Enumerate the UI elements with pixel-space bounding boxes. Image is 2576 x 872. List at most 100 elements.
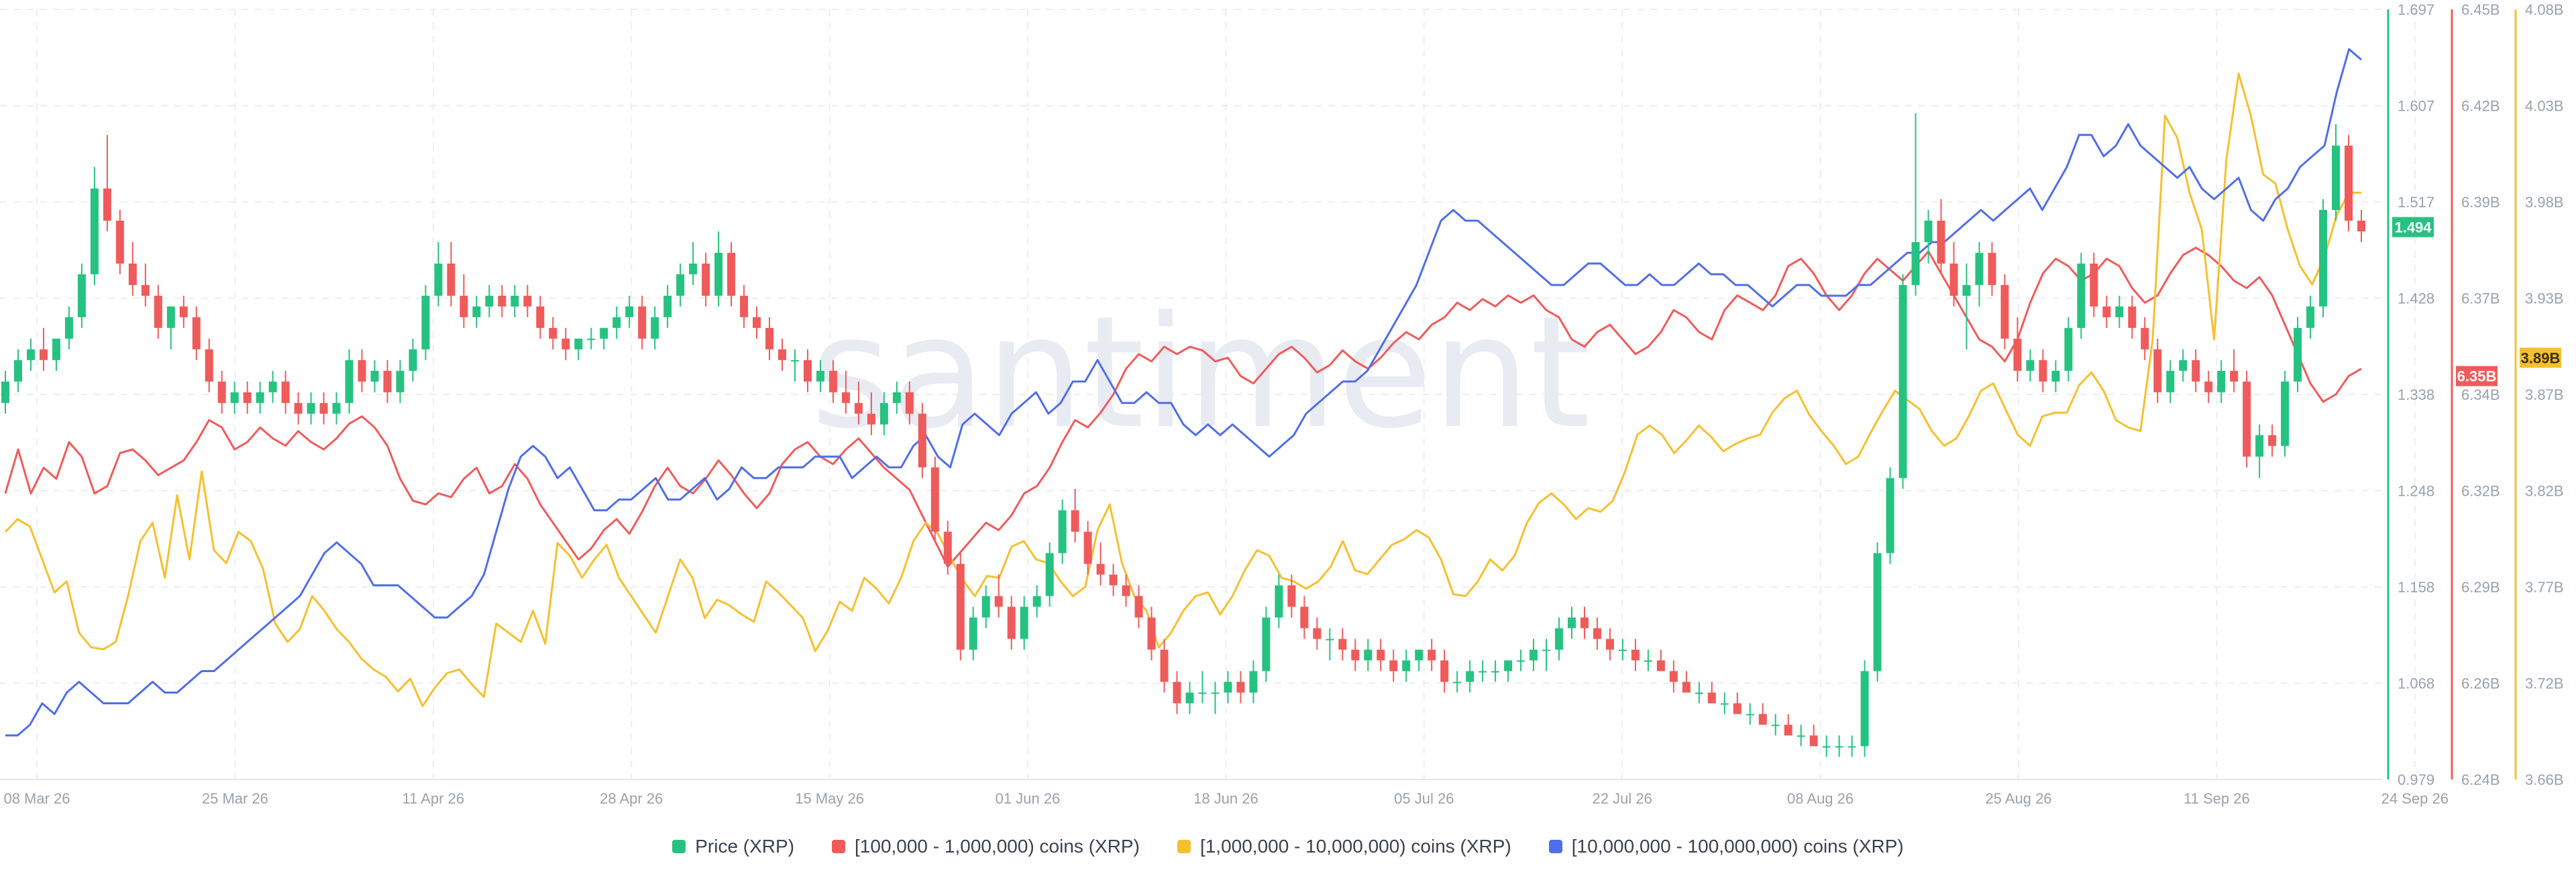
candle-body <box>1720 703 1729 705</box>
x-tick-label: 11 Sep 26 <box>2184 790 2250 807</box>
candle <box>1338 628 1347 661</box>
candle <box>13 349 22 392</box>
candle-body <box>358 360 366 382</box>
legend-item[interactable]: [100,000 - 1,000,000) coins (XRP) <box>832 836 1140 857</box>
candle <box>1618 639 1627 661</box>
x-tick-label: 11 Apr 26 <box>402 790 465 807</box>
candle-body <box>26 349 35 360</box>
candle-body <box>892 392 901 403</box>
candle <box>981 585 990 629</box>
legend-label: [1,000,000 - 10,000,000) coins (XRP) <box>1199 836 1511 857</box>
candle-body <box>638 306 647 339</box>
y-tick-label: 3.66B <box>2525 771 2564 788</box>
candle <box>816 360 824 392</box>
y-tick-label: 1.158 <box>2398 579 2434 596</box>
candle <box>1517 649 1525 671</box>
candle <box>1134 585 1143 629</box>
candle-body <box>2166 370 2175 392</box>
legend-swatch <box>1177 840 1191 853</box>
candle-body <box>841 392 850 403</box>
legend-swatch <box>1548 840 1562 853</box>
candle-body <box>1796 735 1805 737</box>
candle-body <box>205 349 213 382</box>
candle-body <box>13 360 22 382</box>
candle-body <box>1160 649 1169 682</box>
x-tick-label: 05 Jul 26 <box>1394 790 1454 807</box>
candle <box>1 370 9 414</box>
candle <box>511 284 519 317</box>
candle <box>2204 370 2213 403</box>
candle-body <box>1338 639 1347 650</box>
candle-body <box>1300 606 1309 629</box>
candle <box>714 231 723 307</box>
legend-label: [100,000 - 1,000,000) coins (XRP) <box>855 836 1140 857</box>
candle <box>1020 596 1028 650</box>
candle <box>1962 263 1971 349</box>
candle <box>1122 574 1130 607</box>
candle-body <box>1949 263 1958 296</box>
legend-item[interactable]: Price (XRP) <box>672 836 794 857</box>
candle-body <box>1466 671 1474 682</box>
legend-label: Price (XRP) <box>695 836 795 857</box>
candle <box>1542 639 1551 671</box>
candle-body <box>1071 510 1079 532</box>
legend-swatch <box>672 840 686 853</box>
candle <box>1784 714 1792 736</box>
y-tick-label: 1.338 <box>2398 386 2434 403</box>
candle <box>1504 660 1513 682</box>
candle <box>1491 660 1500 682</box>
candle-body <box>1326 639 1334 641</box>
candle-body <box>625 306 634 317</box>
candle <box>930 456 939 543</box>
candle <box>1580 606 1589 639</box>
candle <box>1236 671 1245 704</box>
candle <box>1045 542 1054 607</box>
candle <box>2230 349 2239 392</box>
candle-body <box>1198 692 1207 694</box>
x-tick-label: 28 Apr 26 <box>600 790 663 807</box>
candle <box>790 349 799 382</box>
candle-body <box>1644 660 1652 662</box>
candle-body <box>1746 714 1754 716</box>
candle-body <box>1377 649 1385 661</box>
candle-body <box>1147 617 1156 650</box>
candle-body <box>2319 209 2328 307</box>
candle-body <box>1873 553 1882 671</box>
candle-body <box>1313 628 1322 639</box>
candle-body <box>740 295 749 317</box>
candle-body <box>2345 146 2353 221</box>
y-tick-label: 1.607 <box>2398 98 2434 115</box>
candle-body <box>2179 360 2188 371</box>
y-tick-label: 6.24B <box>2461 771 2500 788</box>
candle <box>1185 682 1194 714</box>
candle <box>1211 682 1220 714</box>
legend-item[interactable]: [10,000,000 - 100,000,000) coins (XRP) <box>1548 836 1904 857</box>
candle <box>1605 628 1614 661</box>
candle <box>523 284 532 317</box>
candle-body <box>383 370 392 392</box>
candle <box>1440 649 1449 693</box>
y-tick-label: 6.32B <box>2461 483 2500 500</box>
candle <box>1479 660 1487 682</box>
current-value-badge <box>2520 347 2561 368</box>
candle <box>2294 317 2302 392</box>
candle <box>1453 671 1462 693</box>
candle-body <box>2294 327 2302 382</box>
candle-body <box>1542 649 1551 651</box>
candle <box>651 306 659 349</box>
candle <box>1720 692 1729 714</box>
candle <box>740 284 749 328</box>
candle <box>2306 295 2315 339</box>
candle-body <box>1032 596 1041 607</box>
candle <box>2281 370 2290 457</box>
candle <box>778 338 787 371</box>
candle-body <box>409 349 417 371</box>
candle-body <box>2243 381 2251 457</box>
legend-item[interactable]: [1,000,000 - 10,000,000) coins (XRP) <box>1177 836 1511 857</box>
candle-body <box>472 306 481 317</box>
candle-body <box>663 295 672 317</box>
candle <box>1058 499 1067 564</box>
candle-body <box>1453 682 1462 684</box>
candle-body <box>396 370 405 392</box>
